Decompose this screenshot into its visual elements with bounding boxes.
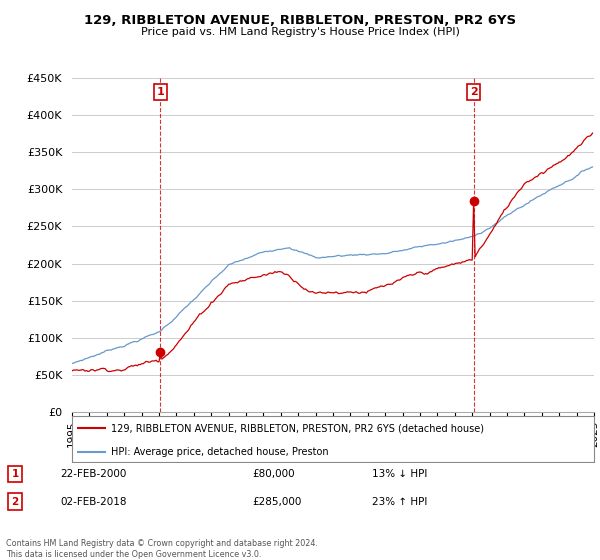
Text: Price paid vs. HM Land Registry's House Price Index (HPI): Price paid vs. HM Land Registry's House … [140,27,460,37]
Text: 1: 1 [11,469,19,479]
Text: £285,000: £285,000 [252,497,301,507]
Text: 02-FEB-2018: 02-FEB-2018 [60,497,127,507]
Text: 2: 2 [11,497,19,507]
Text: 13% ↓ HPI: 13% ↓ HPI [372,469,427,479]
Text: 129, RIBBLETON AVENUE, RIBBLETON, PRESTON, PR2 6YS (detached house): 129, RIBBLETON AVENUE, RIBBLETON, PRESTO… [111,423,484,433]
Text: £80,000: £80,000 [252,469,295,479]
Text: 22-FEB-2000: 22-FEB-2000 [60,469,127,479]
Text: 2: 2 [470,87,478,97]
Text: HPI: Average price, detached house, Preston: HPI: Average price, detached house, Pres… [111,447,329,457]
Text: 23% ↑ HPI: 23% ↑ HPI [372,497,427,507]
Text: 129, RIBBLETON AVENUE, RIBBLETON, PRESTON, PR2 6YS: 129, RIBBLETON AVENUE, RIBBLETON, PRESTO… [84,14,516,27]
Text: 1: 1 [157,87,164,97]
Text: Contains HM Land Registry data © Crown copyright and database right 2024.
This d: Contains HM Land Registry data © Crown c… [6,539,318,559]
